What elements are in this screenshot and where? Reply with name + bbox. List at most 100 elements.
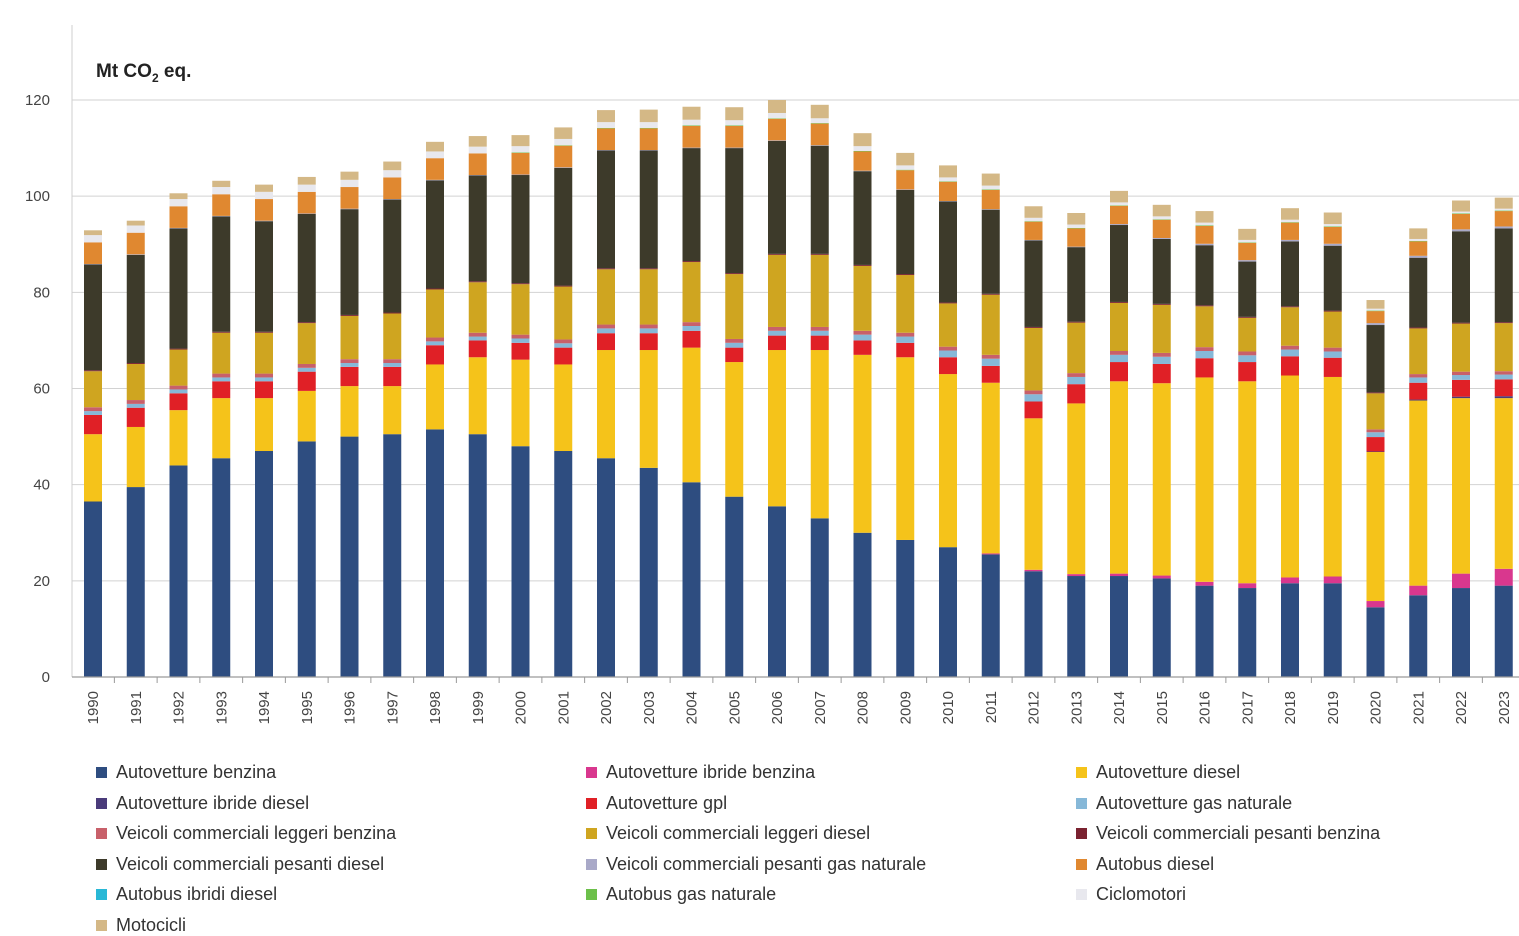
bar-segment [810,350,829,519]
legend-item: Veicoli commerciali leggeri benzina [96,823,396,844]
bar-segment [1409,327,1428,329]
bar-segment [1323,357,1342,377]
bar-segment [84,414,102,435]
bar-segment [554,339,573,344]
bar-segment [1152,303,1171,305]
bar-segment [1152,352,1171,357]
bar-segment [1067,247,1086,322]
bar-segment [896,165,915,170]
bar-segment [682,261,701,263]
bar-segment [981,189,1000,190]
bar-segment [511,334,530,339]
bar-segment [126,225,145,233]
bar-segment [1281,306,1299,308]
bar-segment [725,107,744,121]
legend-item: Autobus gas naturale [586,884,776,905]
bar-segment [639,150,658,151]
bar-segment [597,122,615,128]
bar-segment [1409,399,1428,401]
x-tick-label: 2005 [726,691,743,724]
bar-segment [126,407,145,427]
bar-segment [1323,311,1342,348]
bar-segment [169,348,188,350]
legend-label: Veicoli commerciali leggeri diesel [606,823,871,843]
bar-segment [1323,243,1342,246]
bar-segment [340,363,359,367]
bar-segment [1195,243,1214,246]
bar-segment [810,254,829,327]
bar-segment [1366,300,1385,309]
legend-swatch [586,797,597,809]
bar-segment [554,145,573,168]
bar-segment [853,330,872,335]
bar-segment [84,370,102,372]
x-tick-label: 1996 [342,691,359,724]
bar-segment [126,487,145,677]
bar-segment [597,150,615,151]
x-tick-label: 2007 [812,691,829,724]
bar-segment [1024,221,1043,222]
bar-segment [1152,219,1171,238]
bar-segment [84,434,102,502]
bar-segment [554,347,573,365]
bar-segment [554,451,573,677]
bar-segment [1110,302,1128,351]
bar-segment [1152,204,1171,217]
legend-swatch [586,889,597,900]
bar-segment [1452,213,1470,230]
bar-segment [981,365,1000,383]
bar-segment [126,363,145,401]
x-tick-label: 2010 [940,691,957,724]
bar-segment [212,194,231,216]
bar-segment [896,275,915,333]
bar-segment [1067,246,1086,248]
bar-segment [554,286,573,340]
bar-segment [126,400,145,404]
bar-segment [426,341,444,346]
bar-segment [1195,350,1214,359]
bar-segment [169,410,188,466]
bar-segment [810,123,829,146]
bar-segment [939,374,957,548]
bar-segment [340,359,359,364]
bar-segment [1409,255,1428,258]
bar-segment [639,333,658,351]
bar-segment [383,366,402,387]
legend-label: Autovetture gpl [606,792,728,813]
bar-segment [1366,437,1385,452]
bar-segment [939,181,957,182]
bar-segment [255,398,273,452]
bar-segment [939,350,957,358]
x-tick-label: 2004 [684,691,701,724]
bar-segment [255,332,273,374]
legend-label: Motocicli [116,914,187,935]
bar-segment [725,342,744,348]
bar-segment [1024,401,1043,419]
bar-segment [853,133,872,147]
bar-segment [1452,323,1470,372]
bar-segment [212,332,231,374]
bar-segment [383,199,402,313]
bar-segment [297,363,316,368]
bar-segment [1494,398,1513,569]
bar-segment [725,347,744,363]
bar-segment [255,221,273,332]
legend-item: Autovetture gas naturale [1076,793,1292,814]
bar-segment [725,338,744,343]
bar-segment [1366,325,1385,393]
y-tick-label: 0 [42,669,50,686]
bar-segment [297,213,316,323]
bar-segment [1152,363,1171,384]
bar-segment [511,146,530,153]
bar-segment [853,354,872,533]
bar-segment [1195,225,1214,226]
bar-segment [212,381,231,399]
bar-segment [810,330,829,336]
bar-segment [1366,451,1385,602]
bar-segment [340,179,359,188]
bar-segment [1452,213,1470,214]
bar-segment [981,209,1000,294]
bar-segment [169,389,188,394]
bar-segment [639,150,658,269]
y-tick-label: 120 [25,92,50,109]
